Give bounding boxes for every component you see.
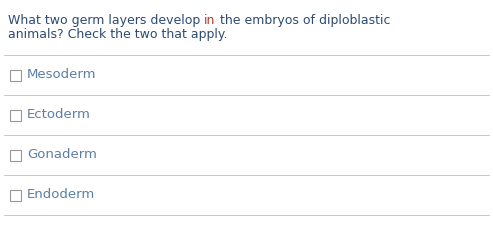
Text: Mesoderm: Mesoderm	[27, 69, 97, 81]
Text: What two germ layers develop: What two germ layers develop	[8, 14, 204, 27]
Bar	[10, 69, 21, 80]
Bar	[10, 190, 21, 201]
Text: Ectoderm: Ectoderm	[27, 109, 91, 121]
Bar	[10, 110, 21, 121]
Text: Endoderm: Endoderm	[27, 189, 95, 201]
Bar	[10, 150, 21, 161]
Text: Gonaderm: Gonaderm	[27, 149, 97, 161]
Text: in: in	[204, 14, 215, 27]
Text: animals? Check the two that apply.: animals? Check the two that apply.	[8, 28, 227, 41]
Text: the embryos of diploblastic: the embryos of diploblastic	[215, 14, 390, 27]
